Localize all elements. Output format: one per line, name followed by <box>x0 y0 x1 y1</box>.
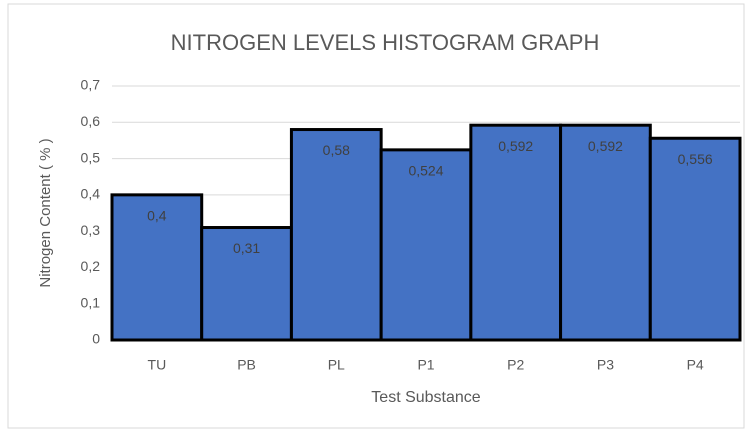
data-label: 0,31 <box>233 240 260 256</box>
x-axis-title: Test Substance <box>371 389 481 406</box>
y-tick-label: 0,4 <box>81 186 101 202</box>
data-label: 0,4 <box>147 208 167 224</box>
y-tick-label: 0,1 <box>81 294 101 310</box>
x-tick-label: P1 <box>417 357 434 373</box>
data-label: 0,556 <box>678 151 713 167</box>
x-tick-label: PB <box>237 357 256 373</box>
y-tick-label: 0,2 <box>81 258 101 274</box>
x-tick-label: TU <box>148 357 167 373</box>
bar <box>379 148 473 342</box>
x-tick-label: P3 <box>597 357 614 373</box>
bar <box>469 123 563 342</box>
x-tick-label: P2 <box>507 357 524 373</box>
bar <box>200 226 293 342</box>
x-tick-label: P4 <box>687 357 704 373</box>
bar <box>289 128 383 342</box>
y-tick-label: 0,7 <box>81 77 101 93</box>
y-axis-title: Nitrogen Content ( % ) <box>37 138 54 287</box>
chart-title: NITROGEN LEVELS HISTOGRAM GRAPH <box>171 30 600 55</box>
data-label: 0,592 <box>498 138 533 154</box>
data-label: 0,58 <box>323 142 350 158</box>
bar <box>559 123 652 342</box>
bar <box>110 193 204 342</box>
bar <box>648 136 742 342</box>
y-tick-label: 0,6 <box>81 113 101 129</box>
x-tick-label: PL <box>328 357 345 373</box>
y-tick-label: 0,5 <box>81 149 101 165</box>
data-label: 0,592 <box>588 138 623 154</box>
y-tick-label: 0,3 <box>81 222 101 238</box>
y-tick-label: 0 <box>92 331 100 347</box>
data-label: 0,524 <box>408 163 443 179</box>
